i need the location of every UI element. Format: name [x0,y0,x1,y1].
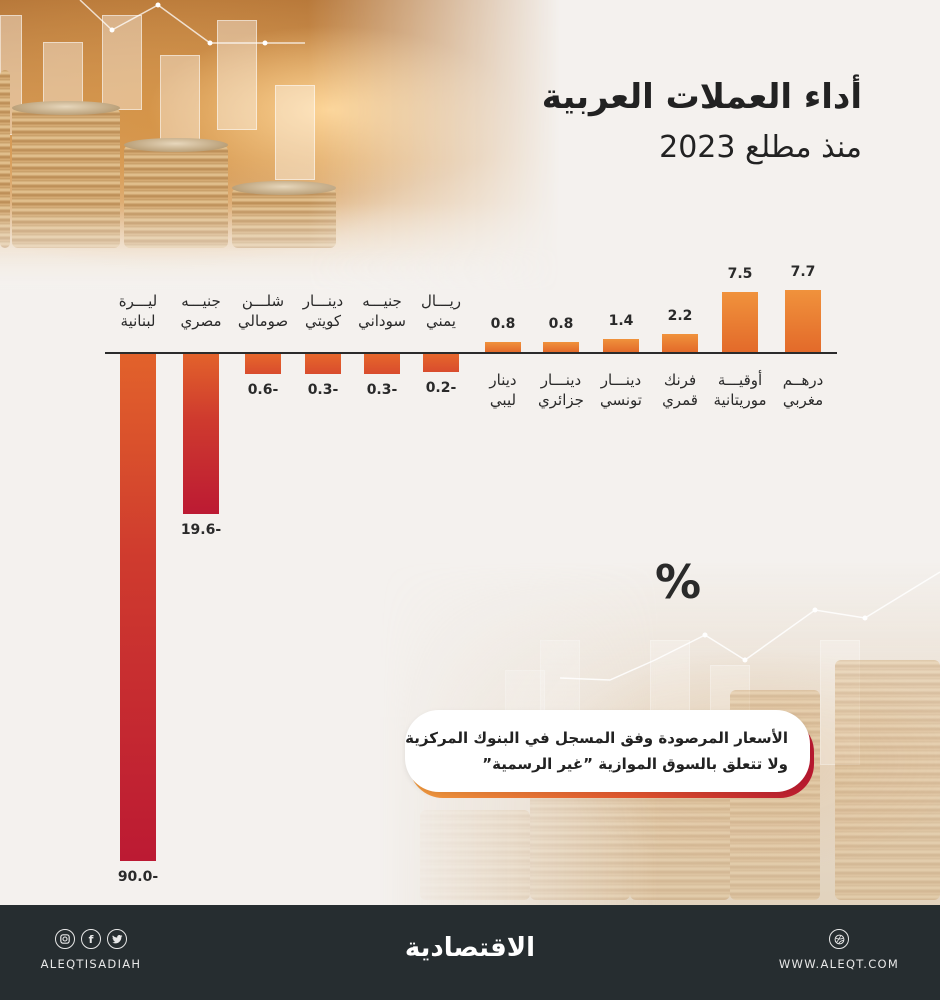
chart-bar [603,339,639,352]
category-line-1: جنيـــه [362,292,402,310]
chart-baseline [105,352,837,354]
chart-bar [485,342,521,352]
chart-bar [785,290,821,352]
category-line-2: لبنانية [120,312,156,330]
chart-bar [543,342,579,352]
bar-value-label: 7.5 [727,266,753,282]
bar-category-label: أوقيـــة موريتانية [701,370,779,410]
bar-value-label: 1.4 [608,313,634,329]
bar-value-label: 0.3- [307,382,339,398]
category-line-1: فرنك [663,371,697,389]
bar-category-label: ليـــرة لبنانية [99,291,177,331]
bar-value-label: 2.2 [667,308,693,324]
chart-bar [722,292,758,352]
category-line-2: صومالي [237,312,289,330]
category-line-1: ريـــال [420,292,462,310]
category-line-1: جنيـــه [181,292,221,310]
chart-bar [662,334,698,352]
unit-percent-label: % [655,555,702,609]
bar-category-label: دينار ليبي [464,370,542,410]
note-line-1: الأسعار المرصودة وفق المسجل في البنوك ال… [405,729,788,747]
bar-value-label: 7.7 [790,264,816,280]
chart-bar [245,354,281,374]
bar-category-label: دينـــار كويتي [284,291,362,331]
bar-category-label: ريـــال يمني [402,291,480,331]
decorative-coin-stack [420,810,530,900]
category-line-2: قمري [662,391,698,409]
bar-value-label: 19.6- [180,522,222,538]
bar-category-label: شلـــن صومالي [224,291,302,331]
bar-chart: 7.7 درهــم مغربي 7.5 أوقيـــة موريتانية 2.2 فرن… [99,264,842,885]
bar-value-label: 0.8 [490,316,516,332]
chart-bar [423,354,459,372]
note-line-2: ولا تتعلق بالسوق الموازية ”غير الرسمية” [482,755,788,773]
footer-social: f ALEQTISADIAH [36,929,146,971]
category-line-2: يمني [426,312,456,330]
bar-value-label: 0.2- [425,380,457,396]
category-line-1: دينار [489,371,517,389]
chart-bar [183,354,219,514]
chart-bar [364,354,400,374]
category-line-2: جزائري [538,391,584,409]
category-line-1: دينـــار [302,292,344,310]
footer-website: WWW.ALEQT.COM [774,929,904,971]
bar-value-label: 0.8 [548,316,574,332]
category-line-1: شلـــن [241,292,285,310]
brand-logo: الاقتصادية [404,933,535,963]
page-title: أداء العملات العربية [541,77,862,117]
category-line-2: موريتانية [713,391,767,409]
bar-category-label: دينـــار جزائري [522,370,600,410]
twitter-icon[interactable] [107,929,127,949]
category-line-1: درهــم [782,371,824,389]
category-line-1: أوقيـــة [717,371,763,389]
facebook-icon[interactable]: f [81,929,101,949]
bar-category-label: دينـــار تونسي [582,370,660,410]
bar-value-label: 0.3- [366,382,398,398]
page-subtitle: منذ مطلع 2023 [659,130,862,165]
category-line-2: مغربي [782,391,824,409]
category-line-2: سوداني [358,312,406,330]
disclaimer-note: الأسعار المرصودة وفق المسجل في البنوك ال… [405,710,814,798]
website-link[interactable]: WWW.ALEQT.COM [778,957,900,971]
background-coins-image [0,0,560,290]
bar-category-label: درهــم مغربي [764,370,842,410]
category-line-1: دينـــار [540,371,582,389]
category-line-2: تونسي [600,391,642,409]
category-line-2: مصري [180,312,222,330]
footer: f ALEQTISADIAH الاقتصادية WWW.ALEQT.COM [0,905,940,1000]
instagram-icon[interactable] [55,929,75,949]
title-block: أداء العملات العربية منذ مطلع 2023 [542,76,862,170]
chart-bar [305,354,341,374]
social-handle[interactable]: ALEQTISADIAH [40,957,142,971]
bar-value-label: 0.6- [247,382,279,398]
decorative-coin-stack [530,785,630,900]
globe-icon [829,929,849,949]
category-line-1: دينـــار [600,371,642,389]
decorative-coin-stack [835,660,940,900]
category-line-2: كويتي [304,312,342,330]
note-card: الأسعار المرصودة وفق المسجل في البنوك ال… [405,710,810,792]
chart-bar [120,354,156,861]
bar-category-label: جنيـــه مصري [162,291,240,331]
bar-category-label: فرنك قمري [641,370,719,410]
bar-category-label: جنيـــه سوداني [343,291,421,331]
category-line-2: ليبي [489,391,517,409]
bar-value-label: 90.0- [117,869,159,885]
social-icons: f [36,929,146,949]
category-line-1: ليـــرة [118,292,158,310]
